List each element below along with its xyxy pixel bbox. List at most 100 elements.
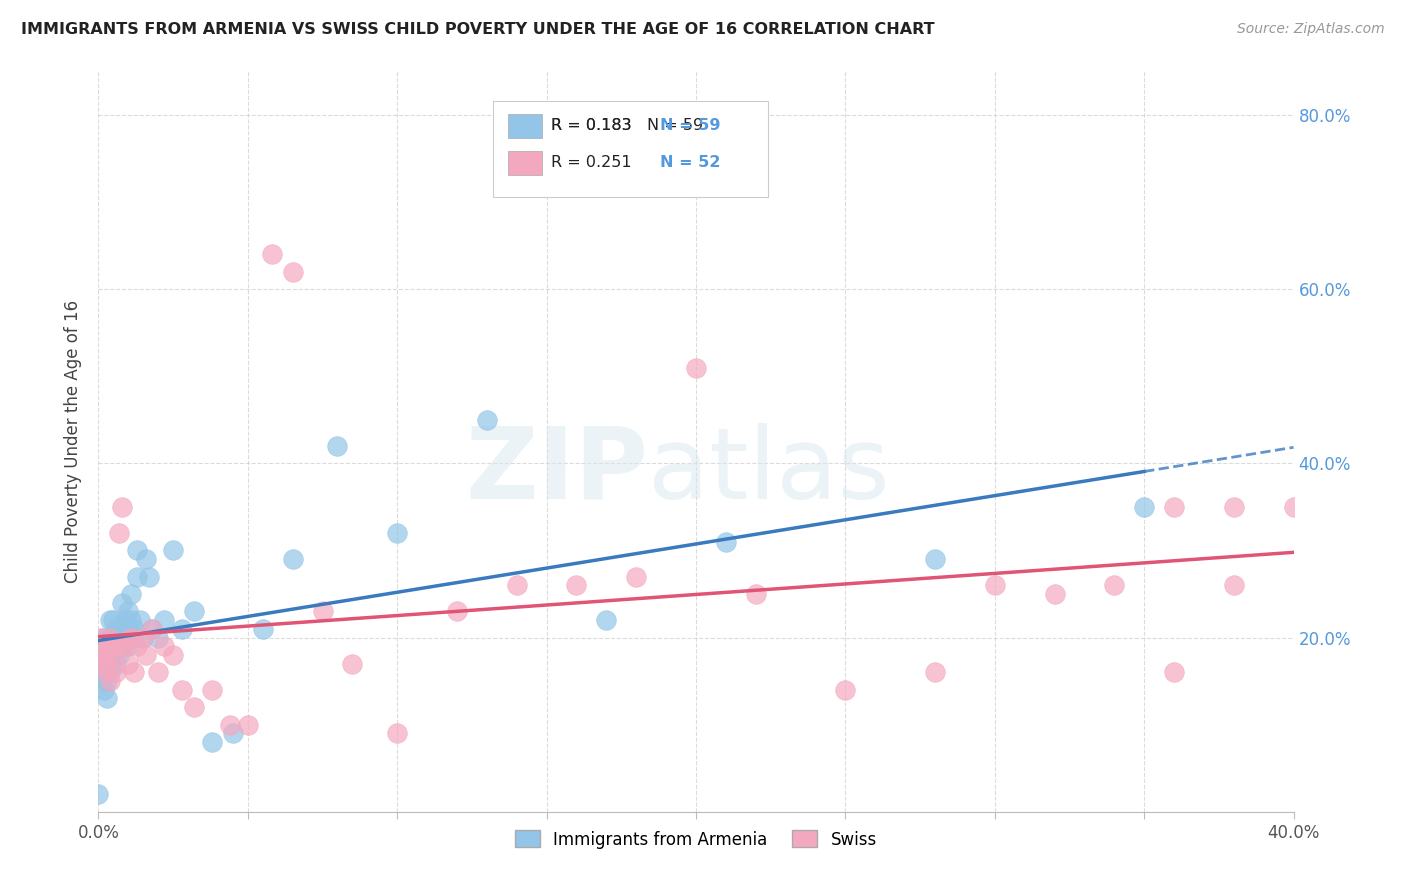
Point [1163, 500, 1185, 514]
Point [141, 622, 163, 636]
Text: N = 59: N = 59 [661, 118, 721, 133]
Point [162, 648, 184, 662]
Point [114, 631, 136, 645]
Point [183, 604, 205, 618]
Point [222, 726, 245, 740]
Point [714, 534, 737, 549]
Point [834, 682, 856, 697]
Point [342, 657, 364, 671]
Text: IMMIGRANTS FROM ARMENIA VS SWISS CHILD POVERTY UNDER THE AGE OF 16 CORRELATION C: IMMIGRANTS FROM ARMENIA VS SWISS CHILD P… [21, 22, 935, 37]
Text: ZIP: ZIP [465, 423, 648, 520]
Point [120, 587, 142, 601]
Point [93, 648, 115, 662]
Text: R = 0.183   N = 59: R = 0.183 N = 59 [551, 118, 703, 133]
Point [93, 657, 115, 671]
Point [153, 639, 176, 653]
Point [135, 648, 157, 662]
Point [984, 578, 1007, 592]
Point [506, 578, 529, 592]
Point [114, 639, 136, 653]
Point [1223, 500, 1246, 514]
Point [281, 552, 304, 566]
Point [148, 665, 170, 680]
Point [127, 569, 149, 583]
Point [120, 631, 142, 645]
Point [98, 631, 122, 645]
Point [1043, 587, 1066, 601]
Point [96, 665, 118, 680]
Text: Source: ZipAtlas.com: Source: ZipAtlas.com [1237, 22, 1385, 37]
Point [96, 674, 118, 689]
Point [117, 622, 139, 636]
Point [685, 360, 707, 375]
Point [745, 587, 768, 601]
Point [385, 726, 409, 740]
Point [96, 648, 118, 662]
Point [108, 648, 131, 662]
Point [141, 622, 163, 636]
Point [1104, 578, 1126, 592]
Legend: Immigrants from Armenia, Swiss: Immigrants from Armenia, Swiss [508, 823, 884, 855]
Point [87, 787, 110, 801]
Point [105, 657, 128, 671]
Point [236, 717, 259, 731]
Point [162, 543, 184, 558]
Point [98, 631, 122, 645]
Point [120, 613, 142, 627]
Point [108, 631, 131, 645]
Point [124, 622, 146, 636]
Point [90, 631, 112, 645]
Point [87, 639, 110, 653]
Point [103, 613, 125, 627]
Point [105, 639, 128, 653]
Point [105, 622, 128, 636]
Point [108, 639, 131, 653]
Point [127, 639, 149, 653]
Point [117, 657, 139, 671]
Point [105, 665, 128, 680]
Point [124, 665, 146, 680]
Point [124, 631, 146, 645]
Point [90, 648, 112, 662]
Point [172, 682, 194, 697]
Point [201, 735, 224, 749]
Point [98, 613, 122, 627]
Point [117, 639, 139, 653]
Point [96, 639, 118, 653]
Point [326, 439, 349, 453]
Point [252, 622, 274, 636]
Point [1282, 500, 1305, 514]
Point [132, 631, 155, 645]
Point [138, 569, 160, 583]
Point [96, 657, 118, 671]
Point [924, 665, 946, 680]
Point [385, 526, 409, 541]
Point [111, 622, 134, 636]
Point [103, 631, 125, 645]
Point [114, 613, 136, 627]
Point [117, 604, 139, 618]
Point [90, 657, 112, 671]
Point [153, 613, 176, 627]
Point [183, 700, 205, 714]
FancyBboxPatch shape [509, 152, 541, 175]
Text: R = 0.251: R = 0.251 [551, 155, 631, 169]
Point [1163, 665, 1185, 680]
Point [281, 265, 304, 279]
Point [98, 674, 122, 689]
Point [93, 631, 115, 645]
Point [111, 639, 134, 653]
Point [90, 639, 112, 653]
Point [626, 569, 648, 583]
Point [129, 613, 152, 627]
Point [108, 526, 131, 541]
Point [475, 413, 498, 427]
Point [311, 604, 333, 618]
Y-axis label: Child Poverty Under the Age of 16: Child Poverty Under the Age of 16 [65, 300, 83, 583]
Point [111, 500, 134, 514]
Point [260, 247, 283, 261]
Text: R = 0.183: R = 0.183 [551, 118, 631, 133]
Point [96, 691, 118, 706]
Point [595, 613, 617, 627]
Point [90, 674, 112, 689]
